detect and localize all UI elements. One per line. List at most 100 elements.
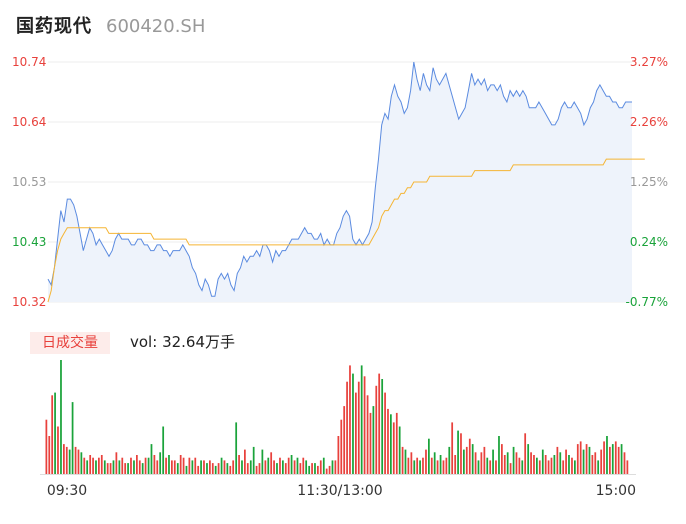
volume-bar xyxy=(226,463,229,474)
volume-bar xyxy=(45,419,48,474)
volume-bar xyxy=(600,449,603,474)
volume-bar xyxy=(614,441,617,474)
volume-bar xyxy=(86,460,89,474)
volume-bar xyxy=(428,438,430,474)
volume-bar xyxy=(550,457,553,474)
volume-bar xyxy=(340,419,343,474)
y-right-tick-label: 3.27% xyxy=(630,55,668,69)
y-right-tick-label: 1.25% xyxy=(630,175,668,189)
volume-bar xyxy=(533,455,535,474)
volume-bar xyxy=(106,463,109,474)
volume-bar xyxy=(282,460,284,474)
volume-bar xyxy=(136,455,138,474)
volume-bar xyxy=(369,412,372,474)
vol-value: 32.64万手 xyxy=(162,333,236,351)
price-area xyxy=(48,62,632,302)
volume-bar xyxy=(387,408,389,474)
volume-bar xyxy=(100,455,103,474)
y-left-tick-label: 10.64 xyxy=(12,115,46,129)
volume-bar xyxy=(270,452,273,474)
volume-bar xyxy=(384,392,386,474)
volume-bar xyxy=(594,452,597,474)
volume-bar xyxy=(506,452,509,474)
volume-bar xyxy=(454,455,457,474)
volume-bar xyxy=(571,457,573,474)
volume-bar xyxy=(211,463,214,474)
volume-bar xyxy=(626,460,629,474)
volume-bar xyxy=(363,376,366,474)
volume-bar xyxy=(71,402,74,474)
volume-bar xyxy=(68,449,71,474)
volume-bar xyxy=(328,465,331,474)
volume-bar xyxy=(483,446,486,474)
volume-bar xyxy=(498,436,500,474)
volume-bar xyxy=(521,460,524,474)
volume-bar xyxy=(457,430,459,474)
volume-bar xyxy=(109,463,112,474)
volume-bar xyxy=(238,455,240,474)
volume-bar xyxy=(501,444,503,474)
volume-bar xyxy=(176,463,179,474)
volume-bar xyxy=(357,381,360,474)
volume-bar xyxy=(165,457,167,474)
volume-bar xyxy=(223,460,226,474)
volume-bar xyxy=(235,422,238,474)
volume-bar xyxy=(562,460,565,474)
volume-bar xyxy=(273,460,275,474)
volume-bar xyxy=(290,455,293,474)
volume-bar xyxy=(606,436,608,474)
volume-bar xyxy=(349,365,351,474)
volume-bar xyxy=(556,446,559,474)
volume-bar xyxy=(144,457,147,474)
volume-bar xyxy=(130,457,132,474)
volume-bar xyxy=(325,468,328,474)
volume-bar xyxy=(568,455,570,474)
volume-bar xyxy=(217,463,220,474)
volume-bar xyxy=(287,457,290,474)
volume-bar xyxy=(489,460,492,474)
volume-bar xyxy=(159,452,162,474)
volume-bar xyxy=(433,452,436,474)
volume-bar xyxy=(390,414,392,474)
volume-bar xyxy=(185,465,188,474)
volume-bar xyxy=(319,460,322,474)
volume-bar xyxy=(603,441,605,474)
volume-bar xyxy=(530,452,532,474)
avg-price-line xyxy=(47,158,645,303)
y-right-tick-label: 0.24% xyxy=(630,235,668,249)
volume-bar xyxy=(179,455,182,474)
y-left-tick-label: 10.43 xyxy=(12,235,46,249)
volume-bar xyxy=(241,460,243,474)
volume-bar xyxy=(150,444,153,474)
volume-bar xyxy=(258,463,261,474)
volume-bar xyxy=(118,460,121,474)
volume-bar xyxy=(547,460,550,474)
volume-bar xyxy=(334,460,337,474)
volume-bar xyxy=(609,446,611,474)
volume-bar xyxy=(246,463,249,474)
volume-bar xyxy=(54,392,56,474)
volume-bar xyxy=(229,465,232,474)
volume-bar xyxy=(255,465,258,474)
volume-bar xyxy=(401,446,404,474)
volume-bar xyxy=(460,433,462,474)
volume-bar xyxy=(296,457,299,474)
volume-bar xyxy=(182,457,185,474)
volume-bar xyxy=(515,452,518,474)
volume-bar xyxy=(162,426,165,474)
volume-bar xyxy=(352,373,354,474)
x-tick-label: 15:00 xyxy=(596,483,636,499)
volume-bar xyxy=(524,433,527,474)
volume-bar xyxy=(92,457,94,474)
volume-bar xyxy=(509,463,512,474)
volume-bar xyxy=(322,457,325,474)
volume-bar xyxy=(451,422,454,474)
volume-tab[interactable]: 日成交量 xyxy=(30,332,110,354)
volume-bar xyxy=(141,463,144,474)
volume-bar xyxy=(337,436,340,474)
volume-bar xyxy=(200,460,202,474)
volume-bar xyxy=(191,460,194,474)
volume-bar xyxy=(574,460,576,474)
volume-bar xyxy=(153,455,156,474)
volume-bar xyxy=(395,412,398,474)
